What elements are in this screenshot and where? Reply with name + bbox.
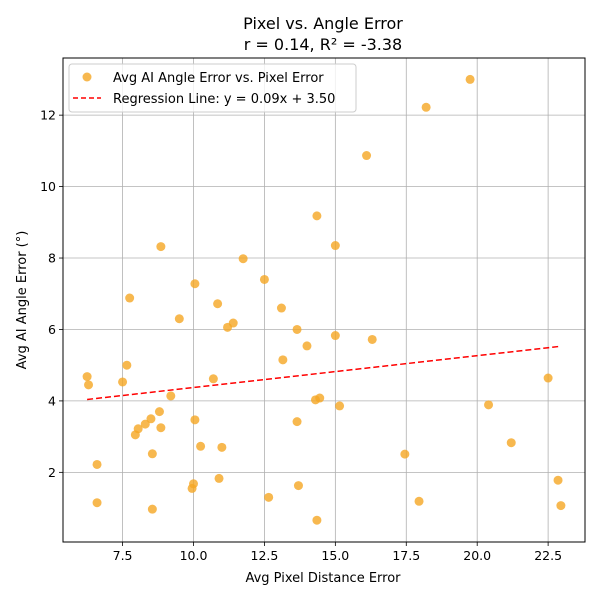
scatter-point (166, 391, 176, 401)
scatter-point (414, 496, 424, 506)
scatter-point (213, 299, 223, 309)
scatter-point (84, 380, 94, 390)
y-axis-label: Avg AI Angle Error (°) (15, 231, 30, 370)
scatter-point (118, 377, 128, 387)
scatter-point (312, 515, 322, 525)
scatter-point (133, 424, 143, 434)
scatter-point (315, 393, 325, 403)
y-tick-label: 12 (40, 108, 56, 123)
scatter-point (292, 324, 302, 334)
scatter-point (400, 449, 410, 459)
x-tick-label: 20.0 (463, 548, 491, 563)
scatter-point (190, 415, 200, 425)
scatter-point (174, 314, 184, 324)
chart-title-group: Pixel vs. Angle Error r = 0.14, R² = -3.… (243, 14, 403, 54)
scatter-point (92, 459, 102, 469)
scatter-point (92, 498, 102, 508)
scatter-point (362, 151, 372, 161)
scatter-point (553, 475, 563, 485)
scatter-point (82, 372, 92, 382)
scatter-point (189, 479, 198, 489)
legend: Avg AI Angle Error vs. Pixel Error Regre… (68, 63, 357, 113)
scatter-point (276, 303, 286, 313)
scatter-point (228, 318, 238, 328)
scatter-point (312, 211, 322, 221)
axis-ticks: 7.5 10.0 12.5 15.0 17.5 20.0 22.5 2 4 6 8 10 12 (40, 108, 562, 563)
legend-label-regression: Regression Line: y = 0.09x + 3.50 (113, 92, 335, 107)
y-tick-label: 10 (40, 179, 56, 194)
scatter-points (82, 74, 566, 525)
x-tick-label: 15.0 (321, 548, 349, 563)
legend-label-scatter: Avg AI Angle Error vs. Pixel Error (113, 71, 324, 86)
scatter-point (217, 442, 227, 452)
scatter-point (302, 341, 312, 351)
regression-line (87, 345, 561, 401)
scatter-point (208, 374, 218, 384)
plot-frame (62, 57, 586, 543)
chart-subtitle: r = 0.14, R² = -3.38 (244, 35, 402, 54)
scatter-point (484, 400, 494, 410)
x-tick-label: 17.5 (392, 548, 420, 563)
x-axis-label: Avg Pixel Distance Error (245, 571, 401, 586)
scatter-point (214, 473, 224, 483)
x-tick-label: 7.5 (113, 548, 133, 563)
scatter-point (264, 492, 274, 502)
scatter-point (278, 355, 288, 365)
regression-line-layer (87, 345, 561, 401)
chart-title: Pixel vs. Angle Error (243, 14, 403, 33)
y-tick-label: 4 (48, 393, 56, 408)
scatter-point (156, 423, 166, 433)
scatter-point (122, 360, 132, 370)
scatter-point (330, 241, 340, 251)
x-tick-label: 10.0 (180, 548, 208, 563)
scatter-point (125, 293, 135, 303)
scatter-point (292, 417, 302, 427)
scatter-point (156, 242, 166, 252)
scatter-point (330, 331, 340, 341)
scatter-point (556, 501, 566, 511)
scatter-point (140, 419, 150, 429)
scatter-point (421, 102, 431, 112)
x-tick-label: 12.5 (251, 548, 279, 563)
scatter-point (465, 74, 475, 84)
scatter-point (259, 274, 269, 284)
grid-lines (63, 58, 585, 542)
scatter-point (146, 414, 156, 424)
scatter-point (147, 504, 157, 514)
legend-marker-scatter (82, 72, 92, 82)
scatter-point (335, 401, 345, 411)
x-tick-label: 22.5 (534, 548, 562, 563)
y-tick-label: 8 (48, 251, 56, 266)
y-tick-label: 2 (48, 465, 56, 480)
scatter-point (190, 279, 200, 289)
scatter-point (506, 438, 516, 448)
legend-frame (68, 63, 357, 113)
scatter-point (154, 407, 164, 417)
scatter-point (367, 334, 377, 344)
scatter-point (293, 481, 303, 491)
scatter-point (238, 254, 248, 264)
scatter-point (147, 449, 157, 459)
scatter-point (543, 373, 553, 383)
scatter-point (196, 441, 206, 451)
y-tick-label: 6 (48, 322, 56, 337)
